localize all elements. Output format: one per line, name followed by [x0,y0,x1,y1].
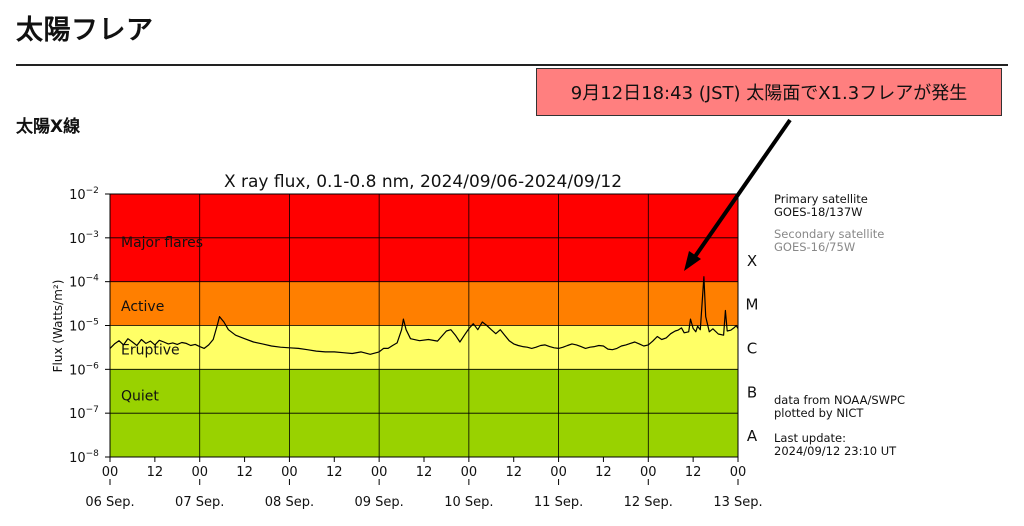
x-hour-label-0: 00 [102,465,119,480]
y-tick-label-4: 10−4 [69,274,99,291]
x-hour-label-2: 00 [191,465,208,480]
x-hour-label-10: 00 [550,465,567,480]
class-label-c: C [747,339,757,357]
x-day-label-3: 09 Sep. [354,495,403,510]
x-hour-label-14: 00 [730,465,747,480]
x-hour-label-3: 12 [236,465,253,480]
x-hour-label-7: 12 [416,465,433,480]
x-hour-label-9: 12 [505,465,522,480]
x-hour-label-12: 00 [640,465,657,480]
x-day-label-1: 07 Sep. [175,495,224,510]
x-hour-label-1: 12 [147,465,164,480]
x-day-label-2: 08 Sep. [265,495,314,510]
class-label-x: X [747,252,757,270]
y-tick-label-2: 10−6 [69,361,99,378]
section-title: 太陽X線 [16,117,81,137]
band-label-1: Active [121,299,164,315]
callout-arrow-head [684,251,701,271]
x-hour-label-11: 12 [595,465,612,480]
data-source: data from NOAA/SWPC [774,393,905,407]
band-2 [110,325,738,370]
y-axis-label: Flux (Watts/m²) [51,280,65,373]
y-tick-label-5: 10−3 [69,230,99,247]
x-hour-label-6: 00 [371,465,388,480]
last-update-time: 2024/09/12 23:10 UT [774,444,897,458]
callout-arrow-shaft [692,118,792,260]
x-hour-label-8: 00 [461,465,478,480]
class-label-b: B [747,383,757,401]
x-day-label-5: 11 Sep. [534,495,583,510]
x-hour-label-5: 12 [326,465,343,480]
x-hour-label-13: 12 [685,465,702,480]
primary-satellite-label: Primary satellite [774,192,868,206]
primary-satellite-name: GOES-18/137W [774,205,863,219]
header-divider [16,64,1008,66]
band-label-0: Major flares [121,235,203,251]
y-tick-label-1: 10−7 [69,405,99,422]
class-label-m: M [746,296,759,314]
band-1 [110,281,738,326]
x-day-label-7: 13 Sep. [713,495,762,510]
y-tick-label-3: 10−5 [69,318,99,335]
last-update-label: Last update: [774,431,847,445]
y-tick-label-0: 10−8 [69,449,99,466]
class-label-a: A [747,427,758,445]
secondary-satellite-label: Secondary satellite [774,227,885,241]
flare-callout: 9月12日18:43 (JST) 太陽面でX1.3フレアが発生 [536,68,1002,116]
secondary-satellite-name: GOES-16/75W [774,240,856,254]
plot-credit: plotted by NICT [774,406,864,420]
x-day-label-0: 06 Sep. [85,495,134,510]
y-tick-label-6: 10−2 [69,186,99,203]
x-hour-label-4: 00 [281,465,298,480]
band-label-2: Eruptive [121,343,180,359]
x-day-label-4: 10 Sep. [444,495,493,510]
chart-title: X ray flux, 0.1-0.8 nm, 2024/09/06-2024/… [224,172,622,192]
x-day-label-6: 12 Sep. [624,495,673,510]
page-title: 太陽フレア [16,15,154,46]
band-label-3: Quiet [121,389,159,405]
